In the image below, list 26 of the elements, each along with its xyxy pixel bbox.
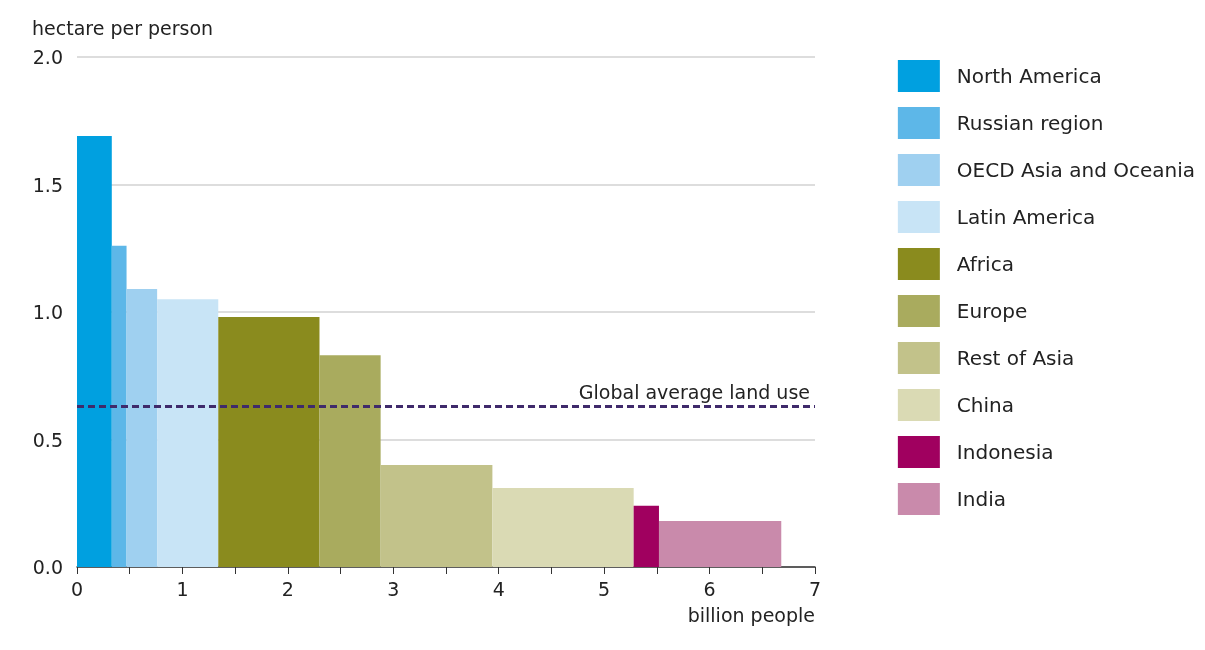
ref-line-label: Global average land use — [578, 380, 810, 403]
legend-label: OECD Asia and Oceania — [956, 158, 1196, 182]
legend-label: Latin America — [956, 205, 1096, 229]
x-tick-label: 6 — [703, 577, 716, 600]
x-tick-label: 2 — [281, 577, 294, 600]
legend-label: India — [956, 487, 1006, 511]
legend-label: China — [956, 393, 1014, 417]
x-tick-label: 7 — [808, 577, 822, 600]
y-tick-label: 0.5 — [32, 428, 63, 451]
legend-label: Rest of Asia — [956, 346, 1075, 370]
x-tick-label: 3 — [387, 577, 400, 600]
legend-label: Indonesia — [956, 440, 1054, 464]
y-tick-label: 1.5 — [32, 173, 63, 196]
x-tick-label: 1 — [176, 577, 189, 600]
x-tick-label: 0 — [70, 577, 84, 600]
y-tick-label: 0.0 — [32, 556, 63, 578]
x-tick-label: 4 — [492, 577, 505, 600]
legend-label: Europe — [956, 299, 1028, 323]
legend-label: Africa — [956, 252, 1014, 276]
y-tick-label: 2.0 — [32, 46, 63, 68]
y-tick-label: 1.0 — [32, 301, 63, 323]
x-axis-title: billion people — [687, 603, 815, 626]
y-axis-title: hectare per person — [32, 16, 214, 39]
x-tick-label: 5 — [598, 577, 611, 600]
legend-label: Russian region — [956, 111, 1104, 135]
legend-label: North America — [956, 64, 1102, 88]
